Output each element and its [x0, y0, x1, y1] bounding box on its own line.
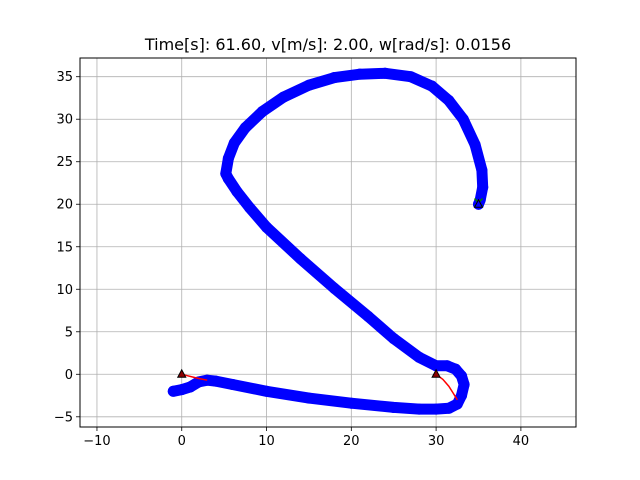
trajectory-point [456, 390, 468, 402]
x-tick-label: 0 [178, 434, 186, 449]
trajectory-point [457, 113, 469, 125]
axes-frame [79, 57, 577, 428]
y-tick-label: 0 [65, 368, 73, 383]
trajectory-point [426, 80, 438, 92]
x-tick-label: 40 [513, 434, 530, 449]
prediction-line [181, 373, 208, 381]
triangle-marker [473, 198, 484, 208]
trajectory-point [261, 221, 273, 233]
trajectory-point [379, 67, 391, 79]
trajectory-point [261, 385, 273, 397]
axis-ticks: −10 0 10 20 30 40 −5 0 5 10 15 20 25 30 35 [54, 70, 529, 449]
trajectory-point [441, 360, 453, 372]
trajectory-point [328, 72, 340, 84]
trajectory-point [345, 397, 357, 409]
trajectory-point [458, 378, 470, 390]
y-tick-label: 5 [65, 325, 73, 340]
trajectory-point [256, 106, 268, 118]
y-tick-label: 15 [56, 240, 73, 255]
trajectory-point [413, 403, 425, 415]
trajectory-point [210, 375, 222, 387]
trajectory-point [477, 181, 489, 193]
x-tick-label: 30 [428, 434, 445, 449]
trajectory-point [231, 185, 243, 197]
trajectory-point [476, 164, 488, 176]
trajectory-point [239, 122, 251, 134]
trajectory-point [176, 384, 188, 396]
triangle-marker [431, 368, 441, 378]
y-tick-label: 30 [56, 113, 73, 128]
y-tick-label: 35 [56, 70, 73, 85]
trajectory-point [328, 282, 340, 294]
triangle-marker [176, 368, 187, 378]
y-tick-label: 20 [56, 198, 73, 213]
trajectory-point [430, 360, 442, 372]
trajectory-point [220, 168, 232, 180]
y-tick-label: 10 [56, 283, 73, 298]
trajectory-point [228, 137, 240, 149]
trajectory-point [413, 351, 425, 363]
trajectory-point [184, 381, 196, 393]
y-tick-label: −5 [54, 410, 73, 425]
trajectory-point [469, 139, 481, 151]
trajectory-point [167, 385, 179, 397]
chart-title: Time[s]: 61.60, v[m/s]: 2.00, w[rad/s]: … [144, 35, 511, 54]
trajectory-point [227, 378, 239, 390]
trajectory-point [443, 402, 455, 414]
trajectory-point [354, 68, 366, 80]
trajectory-point [450, 363, 462, 375]
trajectory-point [388, 401, 400, 413]
x-tick-label: 20 [343, 434, 360, 449]
trajectory-point [303, 392, 315, 404]
x-tick-label: 10 [258, 434, 275, 449]
plot-area [167, 67, 489, 415]
trajectory-point [277, 91, 289, 103]
trajectory-point [443, 95, 455, 107]
grid-lines [80, 58, 576, 427]
x-tick-label: −10 [83, 434, 110, 449]
trajectory-point [303, 79, 315, 91]
trajectory-point [362, 310, 374, 322]
trajectory-point [405, 71, 417, 83]
trajectory-point [244, 202, 256, 214]
trajectory-point [294, 253, 306, 265]
trajectory-point [388, 333, 400, 345]
y-tick-label: 25 [56, 155, 73, 170]
trajectory-point [430, 403, 442, 415]
trajectory-point [451, 398, 463, 410]
trajectory-point [222, 152, 234, 164]
